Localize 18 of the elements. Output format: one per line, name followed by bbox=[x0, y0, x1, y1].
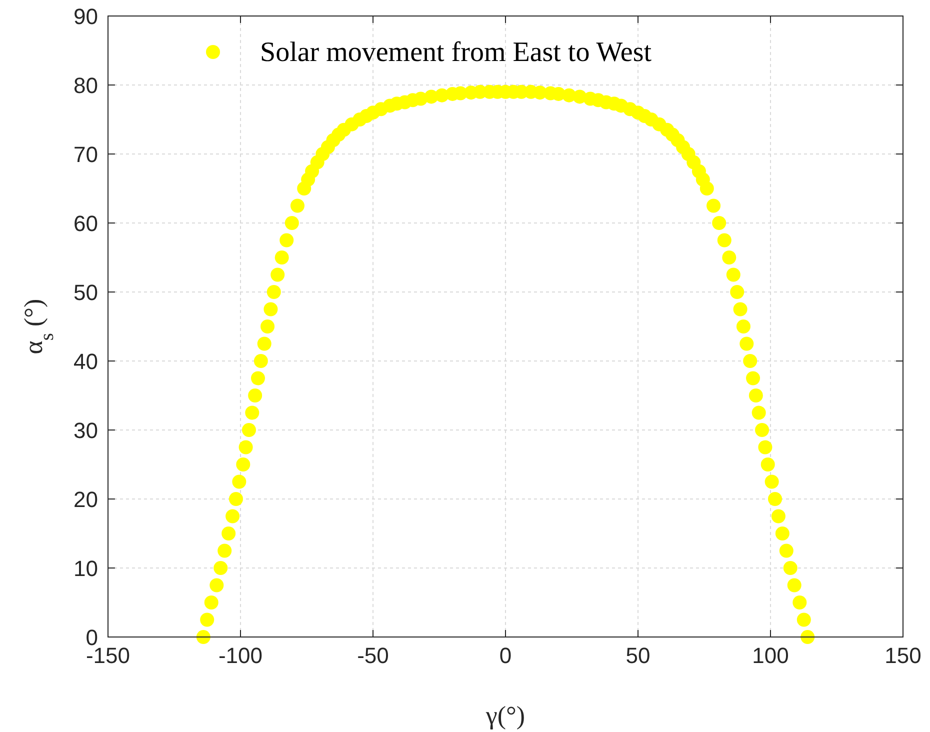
x-tick-label: 150 bbox=[884, 643, 922, 668]
y-tick-label: 0 bbox=[86, 625, 98, 650]
y-tick-label: 50 bbox=[74, 280, 98, 305]
y-tick-label: 70 bbox=[74, 142, 98, 167]
x-tick-label: -100 bbox=[218, 643, 263, 668]
y-tick-label: 10 bbox=[74, 556, 98, 581]
x-tick-label: 0 bbox=[499, 643, 512, 668]
y-tick-label: 60 bbox=[74, 211, 98, 236]
y-tick-label: 30 bbox=[74, 418, 98, 443]
legend-label: Solar movement from East to West bbox=[260, 37, 652, 68]
y-tick-label: 80 bbox=[74, 73, 98, 98]
y-tick-label: 20 bbox=[74, 487, 98, 512]
y-tick-label: 40 bbox=[74, 349, 98, 374]
x-tick-label: -50 bbox=[357, 643, 389, 668]
y-tick-label: 90 bbox=[74, 4, 98, 29]
x-tick-label: 100 bbox=[752, 643, 789, 668]
x-axis-title: γ(°) bbox=[484, 701, 526, 730]
x-tick-label: 50 bbox=[626, 643, 650, 668]
